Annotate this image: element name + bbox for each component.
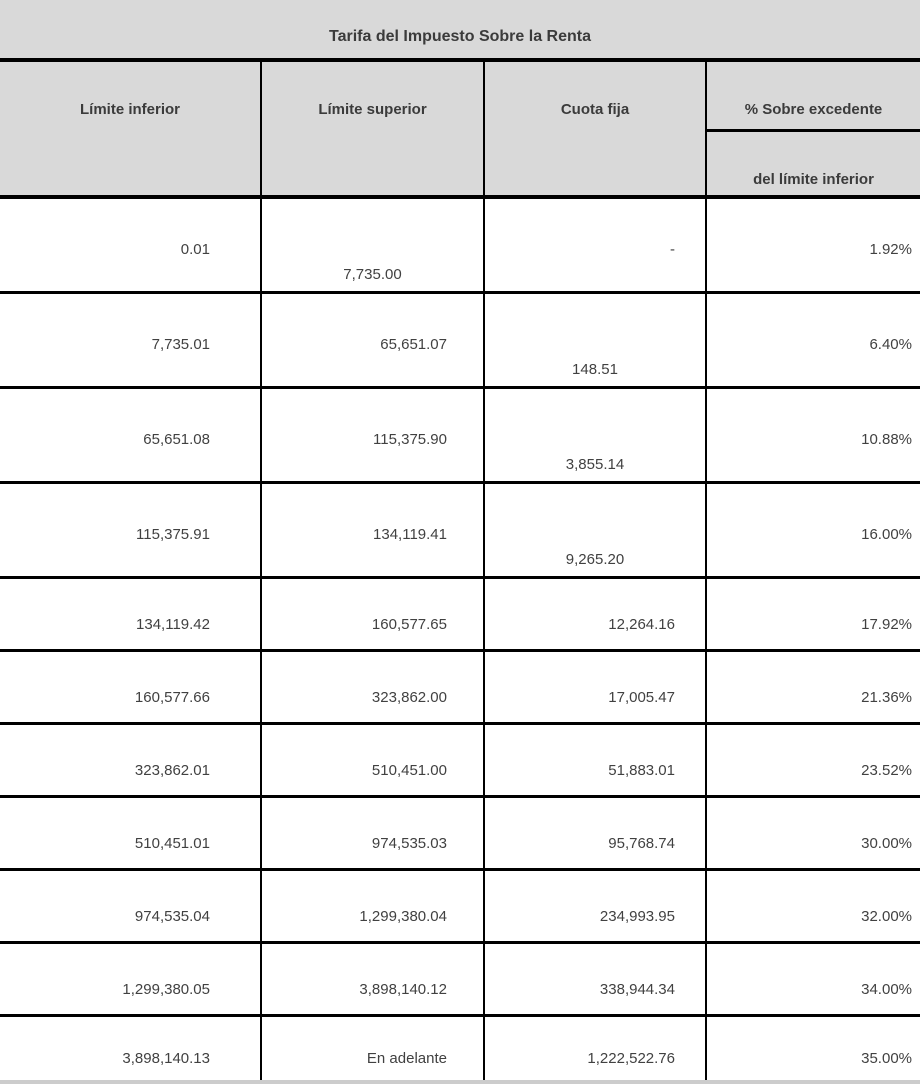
cell-limite-inferior: 1,299,380.05 (0, 944, 260, 1017)
cell-porcentaje-sobre-excedente: 34.00% (705, 944, 920, 1017)
table-row: 510,451.01 974,535.03 95,768.74 30.00% (0, 798, 920, 871)
tax-rate-table: 0.01 7,735.00-1.92% 7,735.01 65,651.07 148.5… (0, 199, 920, 1080)
cell-cuota-fija: 234,993.95 (483, 871, 705, 944)
cell-limite-superior: 160,577.65 (260, 579, 483, 652)
cell-limite-superior: 7,735.00 (260, 199, 483, 294)
cell-porcentaje-sobre-excedente: 32.00% (705, 871, 920, 944)
cell-limite-inferior: 0.01 (0, 199, 260, 294)
col-header-sobre-excedente-line1: % Sobre excedente (707, 62, 920, 132)
cell-limite-inferior: 974,535.04 (0, 871, 260, 944)
table-row: 3,898,140.13 En adelante 1,222,522.76 35.00… (0, 1017, 920, 1080)
col-header-sobre-excedente: % Sobre excedente del límite inferior (705, 62, 920, 199)
cell-cuota-fija: 95,768.74 (483, 798, 705, 871)
cell-porcentaje-sobre-excedente: 17.92% (705, 579, 920, 652)
cell-cuota-fija: 338,944.34 (483, 944, 705, 1017)
col-header-cuota-fija: Cuota fija (483, 62, 705, 199)
cell-porcentaje-sobre-excedente: 35.00% (705, 1017, 920, 1080)
table-row: 974,535.04 1,299,380.04 234,993.95 32.00% (0, 871, 920, 944)
cell-limite-superior: 1,299,380.04 (260, 871, 483, 944)
table-row: 1,299,380.05 3,898,140.12 338,944.34 34.00% (0, 944, 920, 1017)
col-header-limite-inferior: Límite inferior (0, 62, 260, 199)
cell-limite-superior: 974,535.03 (260, 798, 483, 871)
table-title: Tarifa del Impuesto Sobre la Renta (329, 28, 591, 45)
col-header-sobre-excedente-label: % Sobre excedente (744, 101, 883, 118)
cell-limite-inferior: 7,735.01 (0, 294, 260, 389)
table-title-bar: Tarifa del Impuesto Sobre la Renta (0, 0, 920, 62)
cell-limite-inferior: 323,862.01 (0, 725, 260, 798)
cell-limite-superior: En adelante (260, 1017, 483, 1080)
cell-limite-inferior: 134,119.42 (0, 579, 260, 652)
table-row: 160,577.66 323,862.00 17,005.47 21.36% (0, 652, 920, 725)
col-header-sobre-excedente-line2: del límite inferior (707, 132, 920, 199)
cell-cuota-fija: - (483, 199, 705, 294)
table-row: 115,375.91 134,119.41 9,265.20 16.00% (0, 484, 920, 579)
cell-porcentaje-sobre-excedente: 10.88% (705, 389, 920, 484)
col-header-limite-superior: Límite superior (260, 62, 483, 199)
cell-limite-superior: 510,451.00 (260, 725, 483, 798)
cell-cuota-fija: 1,222,522.76 (483, 1017, 705, 1080)
table-row: 323,862.01 510,451.00 51,883.01 23.52% (0, 725, 920, 798)
table-header-row: Límite inferior Límite superior Cuota fi… (0, 62, 920, 199)
cell-porcentaje-sobre-excedente: 16.00% (705, 484, 920, 579)
table-row: 134,119.42 160,577.65 12,264.16 17.92% (0, 579, 920, 652)
cell-cuota-fija: 9,265.20 (483, 484, 705, 579)
cell-porcentaje-sobre-excedente: 21.36% (705, 652, 920, 725)
cell-limite-superior: 323,862.00 (260, 652, 483, 725)
tax-table-body: 0.01 7,735.00-1.92% 7,735.01 65,651.07 148.5… (0, 199, 920, 1080)
cell-limite-inferior: 510,451.01 (0, 798, 260, 871)
cell-cuota-fija: 51,883.01 (483, 725, 705, 798)
cell-porcentaje-sobre-excedente: 6.40% (705, 294, 920, 389)
cell-cuota-fija: 3,855.14 (483, 389, 705, 484)
table-row: 0.01 7,735.00-1.92% (0, 199, 920, 294)
cell-limite-inferior: 65,651.08 (0, 389, 260, 484)
cell-cuota-fija: 17,005.47 (483, 652, 705, 725)
cell-cuota-fija: 12,264.16 (483, 579, 705, 652)
table-row: 65,651.08 115,375.90 3,855.14 10.88% (0, 389, 920, 484)
cell-cuota-fija: 148.51 (483, 294, 705, 389)
cell-porcentaje-sobre-excedente: 23.52% (705, 725, 920, 798)
col-header-limite-inferior-label: Límite inferior (79, 101, 180, 118)
cell-limite-superior: 65,651.07 (260, 294, 483, 389)
cell-limite-inferior: 115,375.91 (0, 484, 260, 579)
table-row: 7,735.01 65,651.07 148.51 6.40% (0, 294, 920, 389)
cell-limite-superior: 134,119.41 (260, 484, 483, 579)
cell-porcentaje-sobre-excedente: 1.92% (705, 199, 920, 294)
col-header-del-limite-inferior-label: del límite inferior (753, 171, 874, 188)
table-bottom-edge (0, 1080, 920, 1084)
cell-limite-superior: 115,375.90 (260, 389, 483, 484)
cell-limite-inferior: 3,898,140.13 (122, 1050, 210, 1067)
col-header-limite-superior-label: Límite superior (318, 101, 427, 118)
cell-limite-inferior: 160,577.66 (0, 652, 260, 725)
cell-limite-superior: 3,898,140.12 (260, 944, 483, 1017)
cell-porcentaje-sobre-excedente: 30.00% (705, 798, 920, 871)
col-header-cuota-fija-label: Cuota fija (560, 101, 630, 118)
